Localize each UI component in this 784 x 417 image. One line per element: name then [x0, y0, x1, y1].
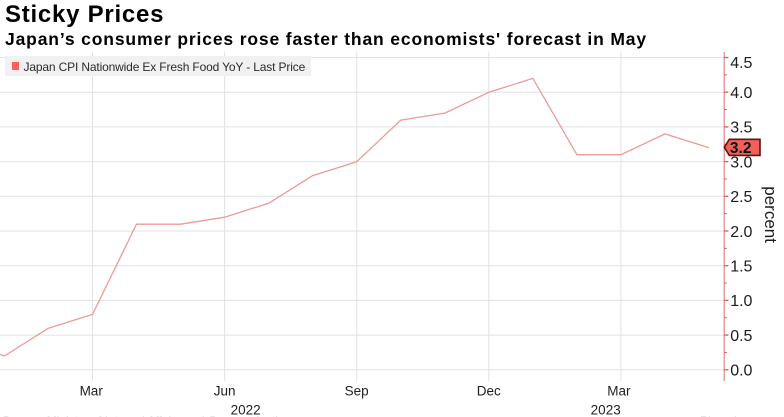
svg-text:1.5: 1.5: [730, 259, 752, 276]
svg-text:percent: percent: [761, 186, 780, 243]
svg-text:2.0: 2.0: [730, 224, 752, 241]
svg-text:Mar: Mar: [80, 384, 104, 399]
svg-text:1.0: 1.0: [730, 293, 752, 310]
svg-text:3.2: 3.2: [730, 140, 752, 157]
svg-text:2.5: 2.5: [730, 189, 752, 206]
svg-text:Sep: Sep: [345, 384, 369, 399]
svg-text:0.0: 0.0: [730, 363, 752, 380]
svg-text:2023: 2023: [591, 403, 621, 417]
svg-text:Mar: Mar: [607, 384, 631, 399]
svg-text:3.5: 3.5: [730, 120, 752, 137]
svg-text:Dec: Dec: [477, 384, 501, 399]
svg-text:2022: 2022: [231, 403, 261, 417]
svg-text:4.5: 4.5: [730, 55, 752, 72]
svg-text:0.5: 0.5: [730, 328, 752, 345]
svg-text:Bloomberg: Bloomberg: [700, 414, 758, 417]
svg-text:Jun: Jun: [214, 384, 236, 399]
svg-text:Source: Ministry of Internal A: Source: Ministry of Internal Affairs and…: [2, 414, 297, 417]
svg-text:4.0: 4.0: [730, 85, 752, 102]
svg-text:3.0: 3.0: [730, 154, 752, 171]
